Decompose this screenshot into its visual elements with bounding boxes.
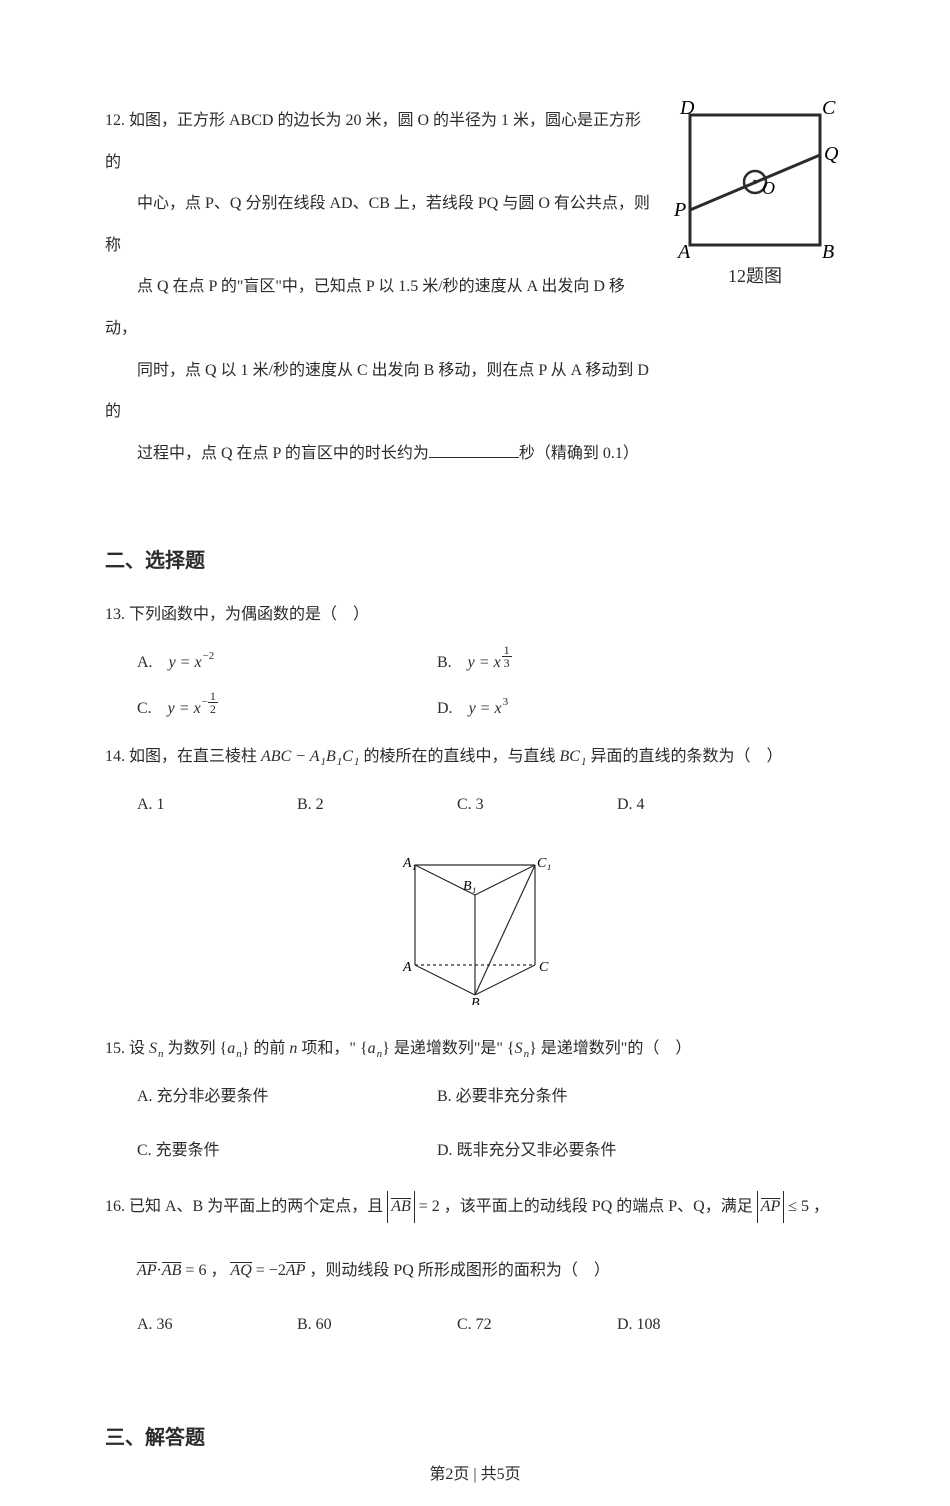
q15-options: A. 充分非必要条件 B. 必要非充分条件 C. 充要条件 D. 既非充分又非必… (105, 1081, 845, 1167)
q15-stem: 15. 设 Sn 为数列 {an} 的前 n 项和，" {an} 是递增数列"是… (105, 1040, 691, 1057)
section-3-title: 三、解答题 (105, 1421, 845, 1450)
q15-B: B. 必要非充分条件 (437, 1081, 717, 1113)
q14-C: C. 3 (457, 789, 617, 821)
label-A: A (402, 960, 412, 975)
square-diagram: D C A B P Q O (670, 100, 840, 260)
label-B1: B₁ (463, 879, 476, 894)
q14-stem-a: 14. 如图，在直三棱柱 (105, 748, 261, 765)
label-A: A (676, 241, 691, 260)
q12-fig-caption: 12题图 (665, 262, 845, 288)
section-2-title: 二、选择题 (105, 544, 845, 573)
q16-line2: →AP·→AB = 6 ， →AQ = −2→AP ，则动线段 PQ 所形成图形… (105, 1262, 610, 1279)
question-16: 16. 已知 A、B 为平面上的两个定点，且 →AB = 2 ，该平面上的动线段… (105, 1191, 845, 1341)
q15-C: C. 充要条件 (137, 1135, 417, 1167)
q12-line1: 如图，正方形 ABCD 的边长为 20 米，圆 O 的半径为 1 米，圆心是正方… (105, 112, 641, 171)
label-D: D (679, 100, 695, 119)
q16-line1: 16. 已知 A、B 为平面上的两个定点，且 →AB = 2 ，该平面上的动线段… (105, 1198, 829, 1215)
label-C: C (822, 100, 836, 119)
q13-stem: 13. 下列函数中，为偶函数的是（ ） (105, 606, 369, 623)
q12-figure: D C A B P Q O 12题图 (665, 100, 845, 288)
q12-line4: 同时，点 Q 以 1 米/秒的速度从 C 出发向 B 移动，则在点 P 从 A … (105, 362, 649, 421)
question-13: 13. 下列函数中，为偶函数的是（ ） A. y = x−2 B. y = x1… (105, 599, 845, 725)
q16-options: A. 36 B. 60 C. 72 D. 108 (105, 1309, 845, 1341)
q16-A: A. 36 (137, 1309, 297, 1341)
q14-line: BC1 (559, 748, 586, 765)
question-12: 12. 如图，正方形 ABCD 的边长为 20 米，圆 O 的半径为 1 米，圆… (105, 100, 845, 474)
page-footer: 第2页 | 共5页 (0, 1460, 950, 1484)
exam-page: 12. 如图，正方形 ABCD 的边长为 20 米，圆 O 的半径为 1 米，圆… (0, 0, 950, 1506)
q15-A: A. 充分非必要条件 (137, 1081, 417, 1113)
label-P: P (673, 199, 686, 221)
q12-body: 12. 如图，正方形 ABCD 的边长为 20 米，圆 O 的半径为 1 米，圆… (105, 100, 665, 474)
label-Q: Q (824, 143, 839, 165)
q14-A: A. 1 (137, 789, 297, 821)
label-C: C (539, 960, 549, 975)
q14-prism: ABC − A1B1C1 (261, 748, 359, 765)
q15-D: D. 既非充分又非必要条件 (437, 1135, 717, 1167)
q13-A: A. y = x−2 (137, 647, 417, 679)
question-14: 14. 如图，在直三棱柱 ABC − A1B1C1 的棱所在的直线中，与直线 B… (105, 741, 845, 1017)
q16-C: C. 72 (457, 1309, 617, 1341)
q12-line5a: 过程中，点 Q 在点 P 的盲区中的时长约为 (105, 445, 429, 462)
q12-blank (429, 442, 519, 458)
q13-options: A. y = x−2 B. y = x13 C. y = x−12 D. y =… (105, 647, 845, 725)
question-15: 15. 设 Sn 为数列 {an} 的前 n 项和，" {an} 是递增数列"是… (105, 1033, 845, 1167)
label-B: B (822, 241, 834, 260)
q13-B: B. y = x13 (437, 647, 717, 679)
q12-num: 12. (105, 112, 129, 129)
q14-figure: A₁ C₁ B₁ A C B (105, 835, 845, 1017)
q14-B: B. 2 (297, 789, 457, 821)
label-O: O (762, 178, 775, 198)
q13-D: D. y = x3 (437, 693, 717, 725)
q14-stem-b: 异面的直线的条数为（ ） (586, 748, 782, 765)
q12-line5b: 秒（精确到 0.1） (519, 445, 639, 462)
q16-D: D. 108 (617, 1309, 777, 1341)
q14-D: D. 4 (617, 789, 777, 821)
label-B: B (471, 996, 480, 1005)
label-A1: A₁ (402, 856, 416, 871)
q14-options: A. 1 B. 2 C. 3 D. 4 (105, 789, 845, 821)
q12-line2: 中心，点 P、Q 分别在线段 AD、CB 上，若线段 PQ 与圆 O 有公共点，… (105, 195, 650, 254)
prism-diagram: A₁ C₁ B₁ A C B (375, 835, 575, 1005)
q16-B: B. 60 (297, 1309, 457, 1341)
q13-C: C. y = x−12 (137, 693, 417, 725)
q12-line3: 点 Q 在点 P 的"盲区"中，已知点 P 以 1.5 米/秒的速度从 A 出发… (105, 278, 625, 337)
label-C1: C₁ (537, 856, 551, 871)
q14-stem-mid: 的棱所在的直线中，与直线 (359, 748, 559, 765)
